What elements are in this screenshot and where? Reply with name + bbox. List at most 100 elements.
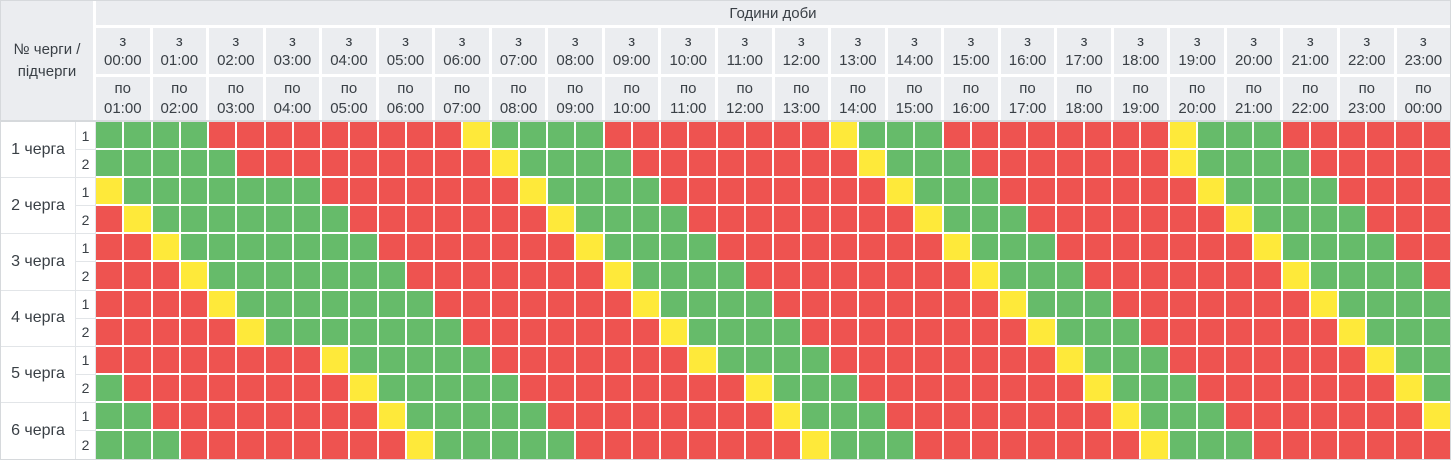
schedule-cell-off (576, 290, 605, 319)
schedule-cell-on (1395, 262, 1424, 291)
schedule-cell-off (1339, 178, 1368, 207)
schedule-cell-on (293, 318, 322, 347)
schedule-cell-on (350, 346, 379, 375)
schedule-cell-on (548, 430, 577, 459)
schedule-cell-on (1226, 430, 1255, 459)
schedule-cell-off (463, 206, 492, 235)
hour-from-time: 07:00 (499, 52, 538, 69)
schedule-cell-on (774, 346, 803, 375)
schedule-cell-off (774, 262, 803, 291)
schedule-cell-off (209, 318, 238, 347)
hour-from-time: 18:00 (1121, 52, 1160, 69)
schedule-cell-off (1028, 178, 1057, 207)
schedule-cell-off (661, 150, 690, 179)
schedule-cell-off (971, 122, 1000, 151)
schedule-cell-on (1339, 290, 1368, 319)
schedule-cell-off (378, 150, 407, 179)
hour-to-prefix: по (1358, 80, 1376, 97)
schedule-cell-on (1254, 122, 1283, 151)
schedule-cell-off (802, 262, 831, 291)
schedule-cell-off (1141, 150, 1170, 179)
schedule-row-1-2: 2 (76, 150, 1450, 179)
hour-to-time: 16:00 (952, 99, 990, 117)
hour-from-prefix: з (1024, 32, 1031, 50)
schedule-cell-off (463, 262, 492, 291)
schedule-cell-on (406, 402, 435, 431)
hour-to-time: 23:00 (1348, 99, 1386, 117)
hour-to-header-22:00: по 22:00 (1280, 74, 1338, 120)
hour-to-prefix: по (1415, 80, 1432, 97)
schedule-cell-off (1028, 374, 1057, 403)
schedule-cell-maybe (1367, 346, 1396, 375)
schedule-cell-off (745, 150, 774, 179)
hour-from-header-19:00: з 19:00 (1167, 28, 1224, 74)
schedule-cell-on (350, 318, 379, 347)
schedule-cell-off (1197, 290, 1226, 319)
hour-from-time: 02:00 (217, 52, 255, 69)
schedule-cell-off (604, 402, 633, 431)
hour-from-prefix: з (1250, 32, 1258, 50)
hour-from-header-10:00: з 10:00 (658, 28, 716, 74)
hour-to-header-07:00: по 07:00 (432, 74, 489, 120)
cells-row (96, 318, 1450, 347)
hour-from-header-05:00: з 05:00 (375, 28, 433, 74)
hour-from-prefix: з (741, 32, 749, 50)
hour-from-header-08:00: з 08:00 (545, 28, 602, 74)
schedule-cell-on (604, 150, 633, 179)
hours-header: Години доби з 00:00 з 01:00 з 02:00 з 03:00 з 04:… (96, 1, 1450, 120)
schedule-cell-off (152, 262, 181, 291)
schedule-cell-off (1028, 122, 1057, 151)
schedule-cell-maybe (519, 178, 548, 207)
schedule-cell-off (1367, 402, 1396, 431)
schedule-cell-off (96, 234, 125, 263)
hour-to-header-21:00: по 21:00 (1223, 74, 1281, 120)
schedule-cell-off (1310, 346, 1339, 375)
schedule-cell-off (1000, 346, 1029, 375)
schedule-cell-off (1084, 122, 1113, 151)
schedule-cell-on (293, 290, 322, 319)
schedule-cell-off (943, 122, 972, 151)
schedule-cell-on (1282, 150, 1311, 179)
schedule-cell-on (604, 178, 633, 207)
schedule-cell-off (1282, 122, 1311, 151)
schedule-cell-off (1141, 262, 1170, 291)
subqueue-label: 1 (76, 402, 96, 431)
schedule-cell-off (1113, 150, 1142, 179)
schedule-cell-off (406, 178, 435, 207)
schedule-cell-on (1084, 318, 1113, 347)
schedule-cell-off (1169, 206, 1198, 235)
hour-from-header-22:00: з 22:00 (1337, 28, 1394, 74)
schedule-cell-off (661, 346, 690, 375)
hour-from-row: з 00:00 з 01:00 з 02:00 з 03:00 з 04:00 з 05:00 з 06:… (96, 28, 1450, 74)
hour-to-header-16:00: по 16:00 (941, 74, 998, 120)
schedule-cell-off (915, 430, 944, 459)
schedule-cell-on (463, 374, 492, 403)
schedule-cell-off (96, 206, 125, 235)
schedule-cell-off (491, 206, 520, 235)
cells-row (96, 234, 1450, 263)
schedule-cell-off (1056, 150, 1085, 179)
schedule-cell-off (1282, 430, 1311, 459)
schedule-cell-on (1113, 346, 1142, 375)
schedule-cell-off (661, 374, 690, 403)
schedule-cell-off (124, 234, 153, 263)
schedule-cell-off (293, 374, 322, 403)
hour-to-time: 15:00 (895, 99, 934, 117)
schedule-cell-on (209, 150, 238, 179)
schedule-cell-off (265, 374, 294, 403)
schedule-cell-off (322, 122, 351, 151)
schedule-cell-off (1056, 206, 1085, 235)
queue-band-5: 5 черга 1 2 (1, 346, 1450, 403)
schedule-cell-off (293, 150, 322, 179)
schedule-cell-off (1000, 318, 1029, 347)
schedule-cell-off (350, 178, 379, 207)
hour-to-time: 13:00 (782, 99, 821, 117)
schedule-cell-off (406, 150, 435, 179)
schedule-cell-off (915, 290, 944, 319)
schedule-cell-off (774, 150, 803, 179)
schedule-cell-off (774, 122, 803, 151)
schedule-cell-off (717, 178, 746, 207)
schedule-row-4-1: 1 (76, 290, 1450, 319)
schedule-cell-off (519, 374, 548, 403)
schedule-cell-off (971, 290, 1000, 319)
